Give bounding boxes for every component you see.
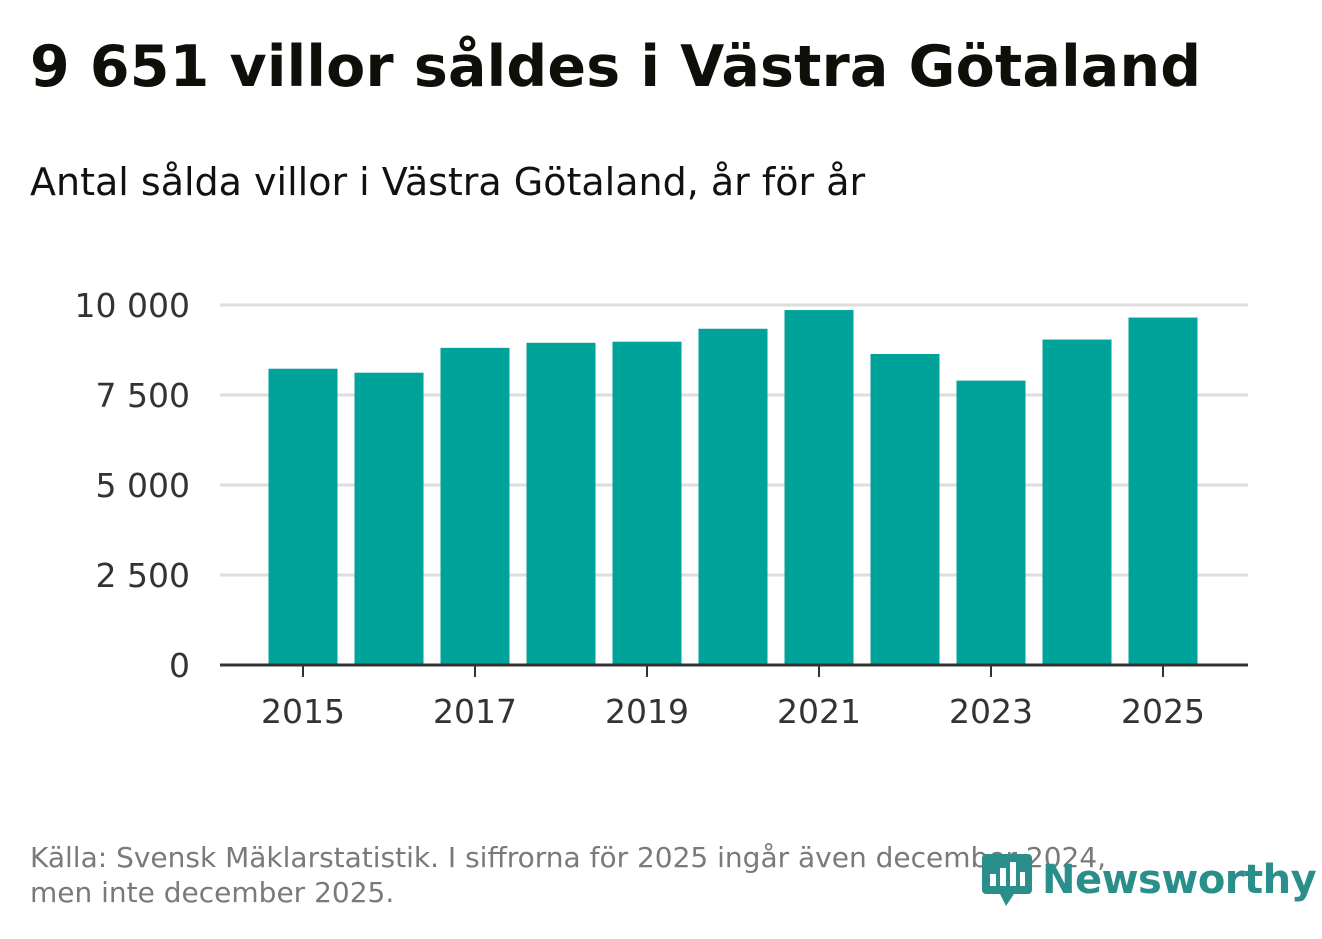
source-note-line-2: men inte december 2025. xyxy=(30,876,395,909)
bar-2016 xyxy=(354,372,424,665)
source-note-line-1: Källa: Svensk Mäklarstatistik. I siffror… xyxy=(30,841,1107,874)
axes: 0 2 500 5 000 7 500 10 000 2015 2017 2019 2021 20… xyxy=(75,286,1248,731)
y-tick-label-2500: 2 500 xyxy=(96,556,190,595)
x-tick-label-2015: 2015 xyxy=(261,692,345,731)
y-tick-label-0: 0 xyxy=(169,646,190,685)
chart-subtitle: Antal sålda villor i Västra Götaland, år… xyxy=(30,160,866,204)
bar-2015 xyxy=(268,368,338,665)
bar-2024 xyxy=(1042,339,1112,665)
bar-2019 xyxy=(612,341,682,665)
bar-2018 xyxy=(526,342,596,665)
x-tick-label-2025: 2025 xyxy=(1121,692,1205,731)
chart-title: 9 651 villor såldes i Västra Götaland xyxy=(30,34,1202,100)
source-note: Källa: Svensk Mäklarstatistik. I siffror… xyxy=(30,840,1250,910)
bar-2023 xyxy=(956,380,1026,665)
newsworthy-logo: Newsworthy xyxy=(980,850,1317,910)
y-tick-label-5000: 5 000 xyxy=(96,466,190,505)
x-tick-label-2023: 2023 xyxy=(949,692,1033,731)
x-tick-label-2019: 2019 xyxy=(605,692,689,731)
y-tick-label-7500: 7 500 xyxy=(96,376,190,415)
bar-2017 xyxy=(440,347,510,665)
brand-name: Newsworthy xyxy=(1042,857,1317,903)
newsworthy-chat-icon xyxy=(982,854,1032,906)
x-tick-label-2021: 2021 xyxy=(777,692,861,731)
bar-2022 xyxy=(870,353,940,665)
bar-2021 xyxy=(784,310,854,665)
y-tick-label-10000: 10 000 xyxy=(75,286,190,325)
bar-2025 xyxy=(1128,317,1198,665)
bar-2020 xyxy=(698,328,768,665)
x-tick-label-2017: 2017 xyxy=(433,692,517,731)
bars xyxy=(268,310,1198,665)
